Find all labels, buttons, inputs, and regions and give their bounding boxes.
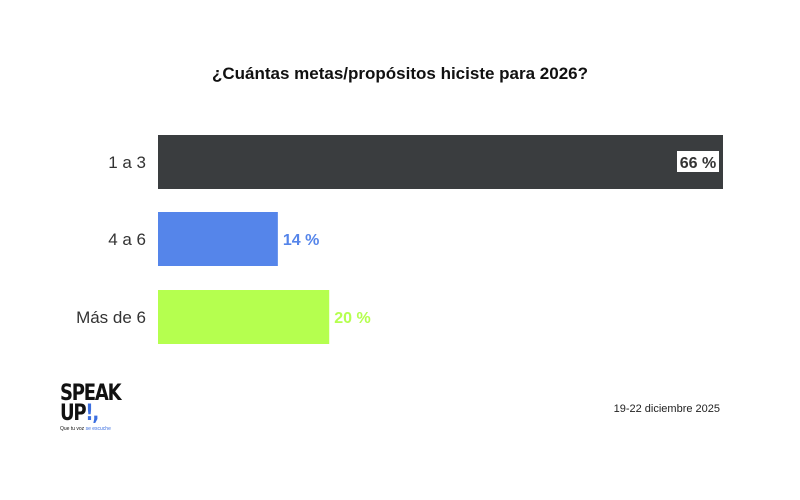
- value-label: 14 %: [283, 232, 319, 249]
- bar: [158, 212, 278, 266]
- bar-chart: 1 a 3 66 % 4 a 6 14 % Más de 6 20 %: [76, 135, 723, 344]
- chart-title: ¿Cuántas metas/propósitos hiciste para 2…: [211, 64, 588, 83]
- category-label: Más de 6: [76, 308, 146, 327]
- speakup-logo: SPEAK UP!, Que tu voz se escuche: [60, 381, 140, 440]
- bar: [158, 135, 723, 189]
- logo-text-line1: SPEAK: [60, 381, 122, 406]
- category-label: 4 a 6: [108, 230, 146, 249]
- value-label-background: [677, 151, 719, 172]
- value-label: 20 %: [334, 310, 370, 327]
- logo-tagline: Que tu voz se escuche: [60, 426, 111, 432]
- value-label: 66 %: [680, 155, 716, 172]
- survey-date: 19-22 diciembre 2025: [613, 403, 720, 415]
- logo-text-line2: UP!,: [60, 401, 99, 426]
- bar: [158, 290, 330, 344]
- category-label: 1 a 3: [108, 153, 146, 172]
